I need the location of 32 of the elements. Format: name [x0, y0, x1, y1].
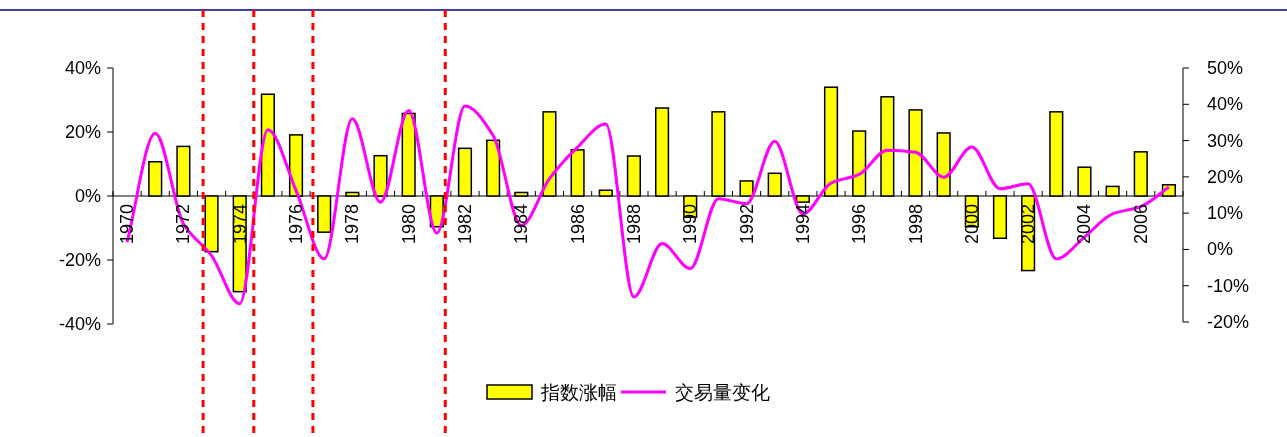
y-tick-label: 20% — [64, 122, 101, 142]
x-tick-label: 1990 — [680, 204, 701, 245]
y2-tick-label: -10% — [1207, 275, 1250, 296]
x-tick-label: 1980 — [398, 204, 419, 245]
x-tick-label: 1970 — [117, 204, 138, 245]
x-tick-label: 1982 — [454, 204, 475, 245]
x-tick-label: 1992 — [736, 204, 757, 245]
x-tick-label: 1972 — [173, 204, 194, 245]
legend-label: 交易量变化 — [675, 382, 770, 403]
y2-tick-label: 50% — [1207, 58, 1244, 78]
x-tick-label: 2004 — [1074, 204, 1095, 245]
x-tick-label: 1998 — [905, 204, 926, 245]
x-tick-label: 2002 — [1018, 204, 1039, 245]
x-tick-label: 1976 — [286, 204, 307, 245]
y2-tick-label: 10% — [1207, 203, 1244, 224]
y2-tick-label: 0% — [1207, 239, 1234, 260]
y2-tick-label: 30% — [1207, 130, 1244, 151]
y2-tick-label: 40% — [1207, 94, 1244, 115]
y-tick-label: 40% — [64, 58, 101, 78]
x-tick-label: 1978 — [342, 204, 363, 245]
y-tick-label: 0% — [74, 186, 101, 206]
x-tick-label: 1988 — [623, 204, 644, 245]
x-tick-label: 1996 — [849, 204, 870, 245]
y-tick-label: -20% — [58, 250, 101, 270]
y2-tick-label: 20% — [1207, 166, 1244, 187]
legend-label: 指数涨幅 — [540, 382, 617, 403]
x-tick-label: 1986 — [567, 204, 588, 245]
x-tick-label: 1994 — [792, 204, 813, 245]
x-tick-label: 2006 — [1130, 204, 1151, 245]
y2-tick-label: -20% — [1207, 312, 1250, 332]
x-tick-label: 1984 — [511, 204, 532, 245]
y-tick-label: -40% — [58, 314, 101, 334]
